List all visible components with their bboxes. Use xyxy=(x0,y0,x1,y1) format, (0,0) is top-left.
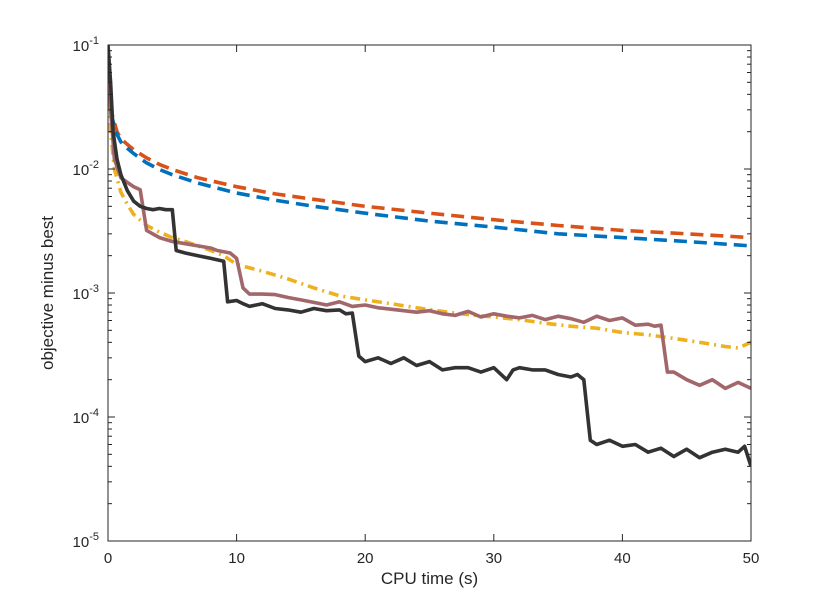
x-tick-label: 30 xyxy=(485,550,502,567)
y-tick-exponent: -5 xyxy=(89,531,99,543)
series-line-black-solid xyxy=(108,45,751,467)
series-line-blue-dashed xyxy=(108,72,751,248)
y-tick-exponent: -3 xyxy=(89,283,99,295)
series-line-orange-dashed xyxy=(108,64,751,240)
y-tick-label: 10-3 xyxy=(73,283,99,303)
series-line-yellow-dashdot xyxy=(108,56,751,350)
x-tick-label: 40 xyxy=(614,550,631,567)
y-tick-base: 10 xyxy=(73,410,90,427)
y-tick-base: 10 xyxy=(73,162,90,179)
x-axis-label: CPU time (s) xyxy=(381,569,478,588)
y-tick-exponent: -2 xyxy=(89,159,99,171)
y-tick-label: 10-1 xyxy=(73,35,99,55)
y-tick-base: 10 xyxy=(73,534,90,551)
x-tick-label: 20 xyxy=(357,550,374,567)
y-tick-label: 10-2 xyxy=(73,159,99,179)
y-tick-exponent: -1 xyxy=(89,35,99,47)
y-tick-base: 10 xyxy=(73,38,90,55)
y-axis-label: objective minus best xyxy=(38,216,57,370)
x-tick-label: 10 xyxy=(228,550,245,567)
x-tick-label: 0 xyxy=(104,550,112,567)
x-tick-label: 50 xyxy=(743,550,760,567)
y-tick-label: 10-4 xyxy=(73,407,99,427)
series-layer xyxy=(108,45,751,467)
plot-frame xyxy=(107,44,752,542)
y-tick-label: 10-5 xyxy=(73,531,99,551)
y-tick-base: 10 xyxy=(73,286,90,303)
y-tick-exponent: -4 xyxy=(89,407,99,419)
series-line-mauve-solid xyxy=(108,50,751,391)
